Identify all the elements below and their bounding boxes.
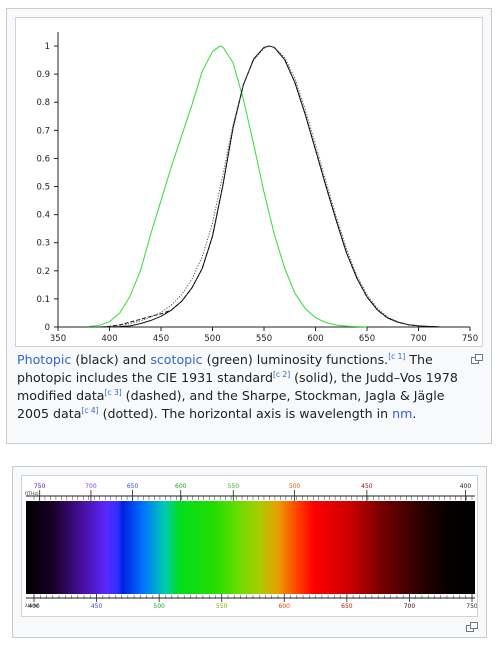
y-tick-label: 0.6	[36, 154, 50, 164]
series-line-4	[88, 45, 419, 328]
y-tick-label: 0.1	[36, 295, 50, 305]
wavelength-axis-label: λ(nm)	[25, 603, 39, 609]
x-tick-label: 750	[462, 334, 478, 344]
x-tick-label: 350	[50, 334, 66, 344]
frequency-tick-label: 700	[85, 483, 97, 490]
caption-text-6: (dotted). The horizontal axis is wavelen…	[98, 406, 393, 421]
y-tick-label: 0	[45, 323, 50, 333]
enlarge-icon[interactable]	[471, 354, 483, 364]
wavelength-tick-label: 550	[216, 603, 228, 610]
x-tick-label: 700	[410, 334, 426, 344]
scotopic-link[interactable]: scotopic	[150, 352, 203, 367]
reference-c3[interactable]: [c 3]	[104, 387, 122, 397]
wavelength-tick-marks	[33, 594, 473, 602]
y-tick-label: 0.8	[36, 98, 50, 108]
x-tick-label: 550	[256, 334, 272, 344]
caption-text-4: (solid), the Judd–Vos 1978 modified data	[17, 370, 458, 403]
wavelength-tick-label: 500	[153, 603, 165, 610]
luminosity-chart-panel[interactable]: 350 400 450 500 550 600 650 700 750 0 0.1 0.2 0.3 0.4…	[15, 17, 483, 347]
frequency-tick-label: 500	[289, 483, 301, 490]
figure-caption: Photopic (black) and scotopic (green) lu…	[17, 351, 472, 423]
frequency-axis-label: f(THz)	[25, 491, 39, 497]
figure-luminosity: 350 400 450 500 550 600 650 700 750 0 0.1 0.2 0.3 0.4…	[6, 8, 492, 444]
caption-text-2: (green) luminosity functions.	[202, 352, 389, 367]
caption-text-3: The photopic includes the CIE 1931 stand…	[17, 352, 433, 385]
frequency-tick-label: 550	[228, 483, 240, 490]
x-tick-label: 400	[101, 334, 117, 344]
photopic-link[interactable]: Photopic	[17, 352, 72, 367]
y-tick-label: 0.7	[36, 126, 50, 136]
figure-visible-spectrum: f(THz) λ(nm) 750 700 650 600 550 500 450 400 40…	[12, 466, 487, 638]
nm-link[interactable]: nm	[392, 406, 413, 421]
y-tick-label: 0.3	[36, 239, 50, 249]
series-line-2	[88, 45, 440, 328]
x-tick-label: 600	[307, 334, 323, 344]
wavelength-tick-label: 450	[91, 603, 103, 610]
enlarge-icon[interactable]	[466, 622, 478, 632]
y-tick-label: 0.5	[36, 183, 50, 193]
x-tick-label: 500	[204, 334, 220, 344]
wavelength-tick-label: 750	[466, 603, 477, 610]
caption-text-1: (black) and	[71, 352, 151, 367]
frequency-tick-label: 750	[34, 483, 46, 490]
spectrum-band	[26, 501, 475, 594]
wavelength-tick-label: 400	[28, 603, 40, 610]
reference-c4[interactable]: [c 4]	[81, 405, 99, 415]
frequency-tick-label: 450	[361, 483, 373, 490]
series-line-1	[88, 45, 368, 328]
frequency-tick-label: 650	[127, 483, 139, 490]
frequency-tick-marks	[33, 490, 473, 501]
wavelength-tick-label: 650	[341, 603, 353, 610]
reference-c2[interactable]: [c 2]	[273, 369, 291, 379]
caption-text-5: (dashed), and the Sharpe, Stockman, Jagl…	[17, 388, 445, 421]
visible-spectrum-image: f(THz) λ(nm) 750 700 650 600 550 500 450 400 40…	[25, 483, 478, 610]
frequency-tick-label: 600	[175, 483, 187, 490]
wavelength-tick-label: 700	[404, 603, 416, 610]
luminosity-chart: 350 400 450 500 550 600 650 700 750 0 0.1 0.2 0.3 0.4…	[36, 32, 478, 344]
x-tick-label: 650	[359, 334, 375, 344]
series-line-3	[88, 45, 419, 328]
x-tick-label: 450	[153, 334, 169, 344]
y-tick-label: 0.9	[36, 70, 50, 80]
y-tick-label: 0.4	[36, 211, 50, 221]
wavelength-tick-label: 600	[279, 603, 291, 610]
reference-c1[interactable]: [c 1]	[388, 351, 406, 361]
spectrum-image-panel[interactable]: f(THz) λ(nm) 750 700 650 600 550 500 450 400 40…	[21, 475, 478, 617]
y-tick-label: 0.2	[36, 267, 50, 277]
frequency-tick-label: 400	[460, 483, 472, 490]
caption-text-7: .	[412, 406, 417, 421]
y-tick-label: 1	[45, 42, 50, 52]
